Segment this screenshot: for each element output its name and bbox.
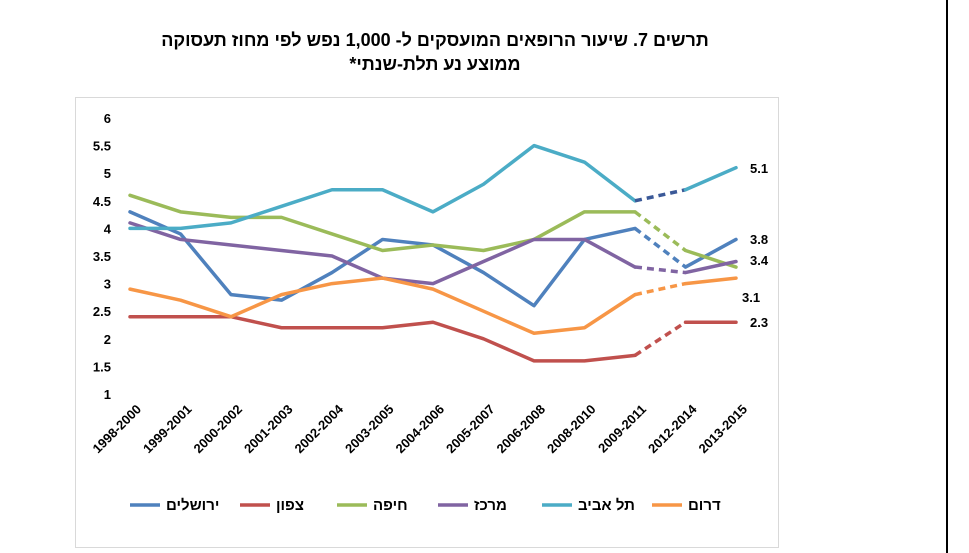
chart-title-line2: ממוצע נע תלת-שנתי*: [349, 54, 521, 74]
series-end-ירושלים: [683, 237, 738, 269]
x-tick-label: 2006-2008: [494, 402, 549, 457]
series-line-ירושלים: [128, 210, 637, 308]
data-label-דרום: 3.1: [742, 290, 760, 305]
x-tick-label: 2005-2007: [443, 402, 498, 457]
series-dashed-תל אביב: [634, 188, 686, 203]
y-tick-label: 5.5: [93, 139, 111, 154]
x-tick-label: 2009-2011: [595, 402, 649, 456]
y-tick-label: 5: [104, 166, 111, 181]
series-end-מרכז: [683, 259, 738, 275]
x-tick-label: 2000-2002: [191, 402, 246, 457]
series-line-דרום: [128, 276, 637, 336]
legend-label-צפון: צפון: [276, 497, 304, 514]
legend-label-ירושלים: ירושלים: [166, 497, 219, 514]
y-tick-label: 2.5: [93, 304, 111, 319]
x-tick-label: 2001-2003: [241, 402, 296, 457]
x-tick-label: 1999-2001: [140, 402, 195, 457]
series-dashed-ירושלים: [633, 227, 687, 269]
chart-title-line1: תרשים 7. שיעור הרופאים המועסקים ל- 1,000…: [161, 30, 709, 50]
chart-title: תרשים 7. שיעור הרופאים המועסקים ל- 1,000…: [0, 28, 870, 76]
data-label-תל אביב: 5.1: [750, 161, 768, 176]
x-tick-label: 2003-2005: [342, 402, 397, 457]
x-tick-label: 2008-2010: [544, 402, 599, 457]
y-tick-label: 2: [104, 332, 111, 347]
legend-label-תל אביב: תל אביב: [578, 497, 635, 514]
legend-label-חיפה: חיפה: [373, 497, 408, 514]
series-end-תל אביב: [683, 165, 738, 192]
x-tick-label: 1998-2000: [90, 402, 145, 457]
y-tick-label: 1.5: [93, 359, 111, 374]
x-tick-label: 2012-2014: [645, 401, 700, 456]
y-tick-label: 6: [104, 111, 111, 126]
x-tick-label: 2004-2006: [393, 402, 448, 457]
series-dashed-חיפה: [633, 210, 687, 252]
x-tick-label: 2002-2004: [292, 401, 347, 456]
data-label-מרכז: 3.4: [750, 253, 769, 268]
legend-label-דרום: דרום: [688, 497, 721, 514]
series-dashed-מרכז: [634, 265, 686, 275]
series-end-דרום: [683, 276, 738, 286]
x-tick-label: 2013-2015: [696, 402, 751, 457]
y-tick-label: 3: [104, 277, 111, 292]
series-dashed-צפון: [634, 320, 687, 357]
y-tick-label: 4: [104, 221, 112, 236]
data-label-צפון: 2.3: [750, 315, 768, 330]
page-edge-line: [946, 0, 948, 553]
y-tick-label: 4.5: [93, 194, 111, 209]
data-label-ירושלים: 3.8: [750, 232, 768, 247]
series-line-חיפה: [128, 193, 637, 253]
y-tick-label: 1: [104, 387, 111, 402]
chart-frame: [75, 97, 779, 548]
legend-label-מרכז: מרכז: [474, 497, 507, 514]
series-dashed-דרום: [634, 281, 686, 297]
series-line-תל אביב: [128, 143, 637, 231]
y-tick-label: 3.5: [93, 249, 111, 264]
series-line-צפון: [128, 314, 637, 363]
